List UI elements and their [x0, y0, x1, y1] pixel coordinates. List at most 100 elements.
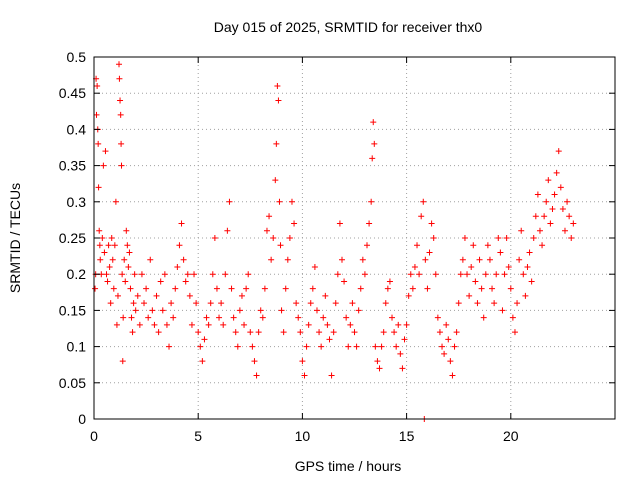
data-point — [503, 235, 510, 241]
data-point — [376, 365, 383, 372]
data-point — [324, 321, 331, 328]
data-point — [286, 235, 293, 241]
data-point — [416, 271, 423, 278]
data-point — [111, 242, 118, 249]
data-point — [201, 336, 208, 343]
data-point — [218, 300, 225, 307]
y-tick-label: 0.15 — [59, 302, 86, 318]
data-point — [547, 220, 554, 227]
data-point — [92, 285, 99, 292]
data-point — [230, 314, 237, 321]
y-tick-label: 0.1 — [67, 339, 87, 355]
data-point — [497, 249, 504, 256]
data-point — [545, 177, 552, 184]
data-point — [97, 256, 104, 263]
data-point — [522, 292, 529, 299]
data-point — [543, 198, 550, 205]
x-tick-label: 5 — [194, 428, 202, 444]
data-point — [559, 206, 566, 213]
data-point — [186, 292, 193, 299]
y-tick-label: 0.35 — [59, 158, 86, 174]
data-point — [474, 300, 481, 307]
data-point — [355, 307, 362, 314]
data-point — [207, 300, 214, 307]
data-point — [134, 292, 141, 299]
data-point — [313, 307, 320, 314]
data-point — [274, 82, 281, 89]
data-point — [147, 256, 154, 263]
data-point — [449, 372, 456, 379]
data-point — [249, 343, 256, 350]
data-point — [414, 242, 421, 249]
data-point — [347, 321, 354, 328]
data-point — [430, 235, 437, 241]
data-point — [407, 271, 414, 278]
data-point — [493, 271, 500, 278]
data-point — [466, 292, 473, 299]
data-point — [409, 285, 416, 292]
data-point — [163, 321, 170, 328]
data-point — [278, 307, 285, 314]
data-point — [138, 271, 145, 278]
data-point — [336, 220, 343, 227]
data-point — [480, 314, 487, 321]
data-point — [128, 314, 135, 321]
data-point — [107, 300, 114, 307]
data-point — [526, 249, 533, 256]
data-point — [109, 256, 116, 263]
data-point — [461, 235, 468, 241]
data-point — [334, 271, 341, 278]
data-point — [468, 263, 475, 270]
data-point — [119, 271, 126, 278]
data-point — [130, 300, 137, 307]
data-point — [120, 314, 127, 321]
data-point — [96, 227, 103, 234]
data-point — [539, 242, 546, 249]
data-point — [445, 336, 452, 343]
plot-frame — [93, 56, 616, 420]
data-point — [384, 285, 391, 292]
data-point — [464, 271, 471, 278]
data-point — [180, 256, 187, 263]
data-point — [382, 300, 389, 307]
data-point — [532, 213, 539, 220]
data-point — [457, 271, 464, 278]
data-point — [105, 242, 112, 249]
data-point — [459, 256, 466, 263]
data-point — [443, 321, 450, 328]
data-point — [326, 336, 333, 343]
data-point — [222, 271, 229, 278]
data-point — [361, 271, 368, 278]
data-point — [113, 321, 120, 328]
chart-title: Day 015 of 2025, SRMTID for receiver thx… — [214, 19, 483, 35]
data-point — [528, 278, 535, 285]
data-point — [541, 213, 548, 220]
data-point — [520, 271, 527, 278]
y-tick-label: 0.2 — [67, 266, 87, 282]
data-point — [301, 372, 308, 379]
data-point — [178, 220, 185, 227]
data-point — [125, 263, 132, 270]
data-point — [345, 343, 352, 350]
y-tick-label: 0.05 — [59, 375, 86, 391]
data-point — [380, 329, 387, 336]
data-point — [275, 97, 282, 104]
data-point — [155, 329, 162, 336]
data-point — [166, 343, 173, 350]
data-point — [184, 271, 191, 278]
data-point — [366, 220, 373, 227]
data-point — [253, 372, 260, 379]
data-point — [478, 285, 485, 292]
data-point — [211, 235, 218, 241]
data-point — [511, 329, 518, 336]
data-point — [270, 235, 277, 241]
data-point — [397, 350, 404, 357]
data-point — [555, 148, 562, 155]
data-point — [172, 285, 179, 292]
data-point — [188, 321, 195, 328]
data-point — [255, 329, 262, 336]
data-point — [349, 300, 356, 307]
data-point — [332, 300, 339, 307]
data-point — [303, 343, 310, 350]
data-point — [197, 343, 204, 350]
